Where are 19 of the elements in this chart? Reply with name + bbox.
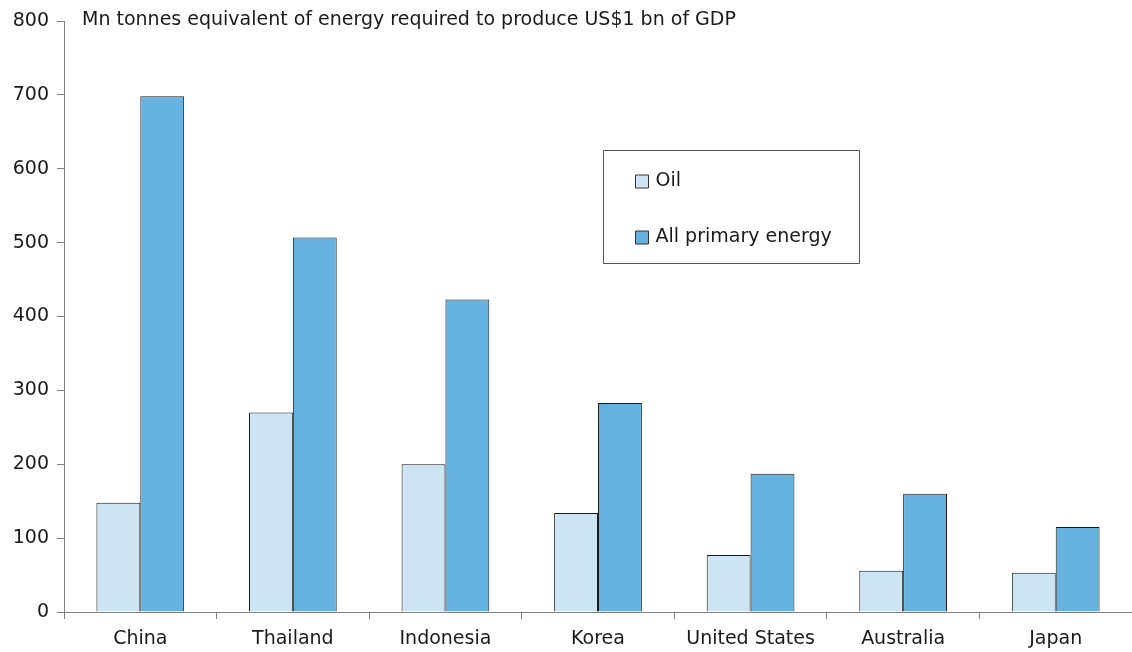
y-tick-label: 0 [36, 598, 49, 621]
y-tick-label: 400 [12, 303, 49, 326]
x-tick-label: Korea [571, 626, 625, 649]
legend-label: Oil [655, 168, 682, 191]
y-axis-title: Mn tonnes equivalent of energy required to produce US$1 bn of GDP [82, 6, 736, 29]
y-tick-label: 100 [12, 525, 49, 548]
y-tick-label: 800 [12, 7, 49, 30]
y-tick-label: 500 [12, 229, 49, 252]
x-tick-label: Indonesia [399, 626, 492, 649]
y-tick-label: 200 [12, 451, 49, 474]
x-tick-label: Australia [861, 626, 946, 649]
y-tick-label: 700 [12, 81, 49, 104]
y-tick-label: 300 [12, 377, 49, 400]
y-tick-label: 600 [12, 155, 49, 178]
x-tick-label: China [113, 626, 168, 649]
x-tick-label: United States [686, 626, 815, 649]
x-tick-label: Thailand [251, 626, 334, 649]
legend-label: All primary energy [655, 224, 832, 247]
x-tick-label: Japan [1028, 626, 1083, 649]
